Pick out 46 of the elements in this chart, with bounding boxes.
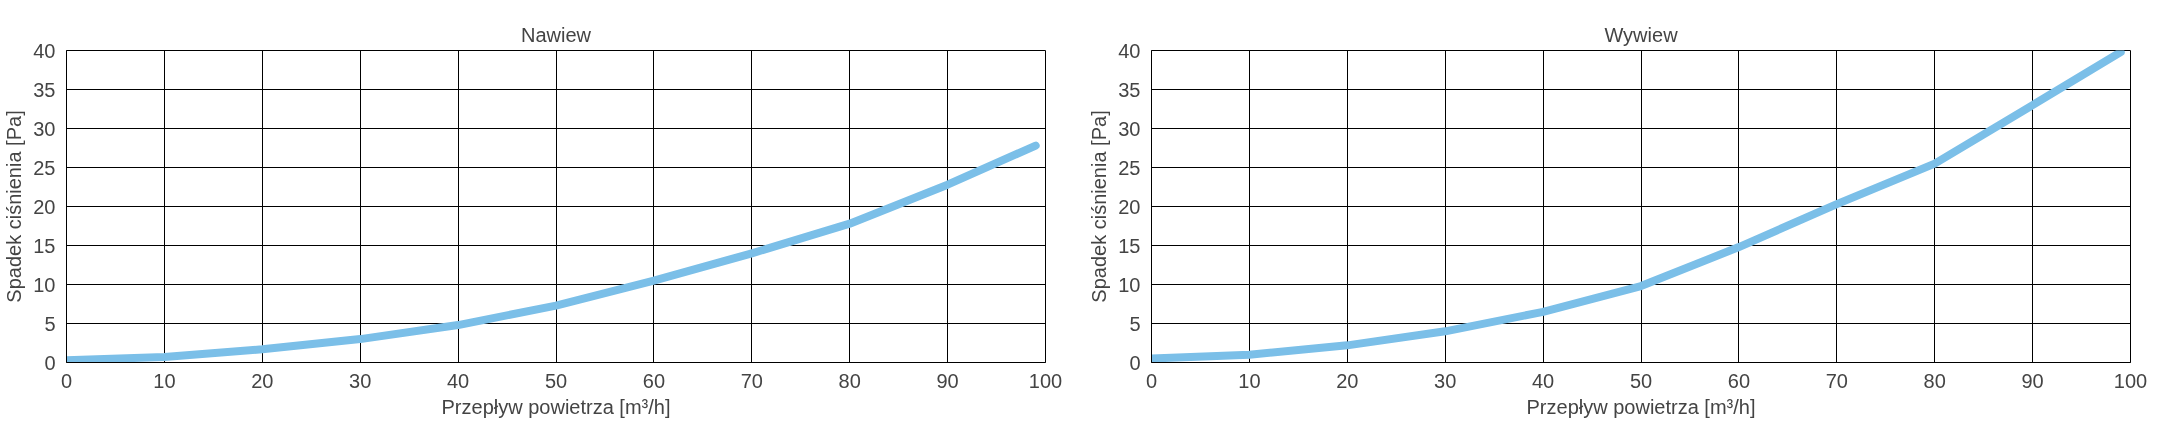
x-tick-label: 0 <box>1145 369 1158 392</box>
y-axis-title: Spadek ciśnienia [Pa] <box>3 110 26 303</box>
x-tick-label: 30 <box>1434 369 1457 392</box>
y-tick-label: 30 <box>1118 117 1141 140</box>
y-tick-label: 0 <box>44 351 56 374</box>
x-tick-label: 40 <box>1531 369 1555 392</box>
chart-title: Nawiew <box>520 23 592 46</box>
y-tick-label: 35 <box>33 78 56 101</box>
y-tick-label: 25 <box>33 156 56 179</box>
x-tick-label: 90 <box>936 369 959 392</box>
x-tick-label: 80 <box>1923 369 1946 392</box>
y-tick-label: 30 <box>33 117 56 140</box>
y-tick-label: 25 <box>1118 156 1141 179</box>
x-tick-label: 30 <box>349 369 372 392</box>
y-tick-label: 15 <box>1118 234 1141 257</box>
y-tick-label: 40 <box>1118 39 1141 62</box>
x-tick-label: 60 <box>642 369 666 392</box>
y-tick-label: 20 <box>33 195 56 218</box>
y-tick-label: 20 <box>1118 195 1141 218</box>
x-axis-title: Przepływ powietrza [m³/h] <box>441 395 671 418</box>
x-axis-title: Przepływ powietrza [m³/h] <box>1526 395 1756 418</box>
chart-title: Wywiew <box>1604 23 1679 46</box>
x-tick-label: 80 <box>838 369 861 392</box>
x-tick-label: 10 <box>1238 369 1261 392</box>
x-tick-label: 20 <box>1336 369 1359 392</box>
x-tick-label: 90 <box>2021 369 2044 392</box>
y-axis-title: Spadek ciśnienia [Pa] <box>1088 110 1111 303</box>
x-tick-label: 20 <box>251 369 274 392</box>
x-tick-label: 100 <box>2113 369 2148 392</box>
x-tick-label: 40 <box>446 369 470 392</box>
x-tick-label: 50 <box>1629 369 1653 392</box>
x-tick-label: 0 <box>60 369 73 392</box>
y-tick-label: 10 <box>1118 273 1141 296</box>
x-tick-label: 70 <box>1825 369 1848 392</box>
x-tick-label: 10 <box>153 369 176 392</box>
y-tick-label: 40 <box>33 39 56 62</box>
y-tick-label: 0 <box>1129 351 1141 374</box>
y-tick-label: 5 <box>44 312 56 335</box>
y-tick-label: 15 <box>33 234 56 257</box>
y-tick-label: 35 <box>1118 78 1141 101</box>
x-tick-label: 50 <box>544 369 568 392</box>
y-tick-label: 10 <box>33 273 56 296</box>
x-tick-label: 60 <box>1727 369 1751 392</box>
y-tick-label: 5 <box>1129 312 1141 335</box>
x-tick-label: 100 <box>1028 369 1063 392</box>
x-tick-label: 70 <box>740 369 763 392</box>
